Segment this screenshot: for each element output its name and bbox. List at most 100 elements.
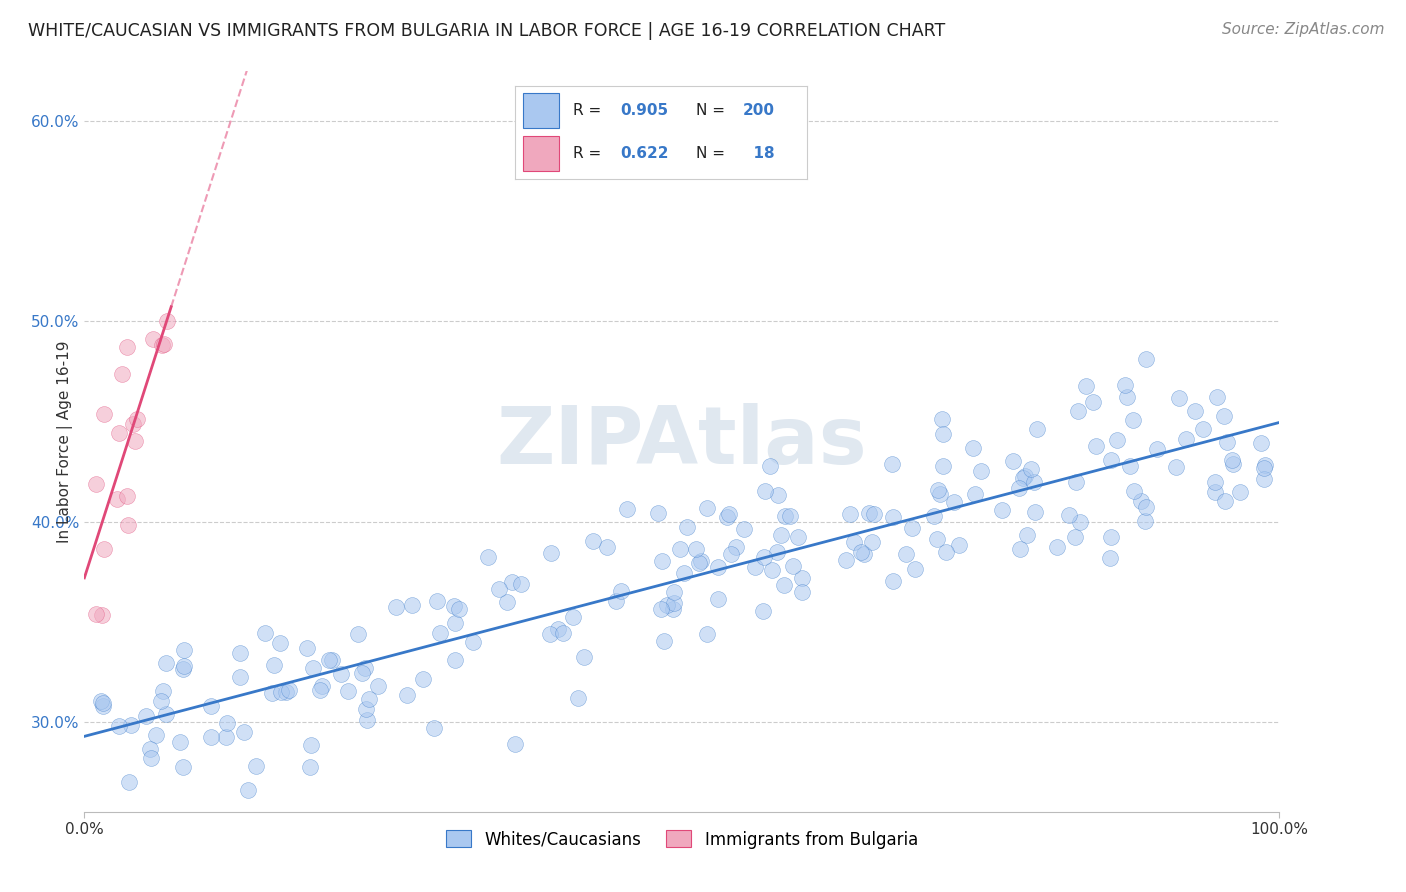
Point bbox=[1067, 404, 1090, 418]
Point bbox=[1250, 435, 1272, 450]
Point bbox=[551, 626, 574, 640]
Point bbox=[127, 412, 149, 426]
Point bbox=[538, 626, 561, 640]
Point bbox=[93, 541, 115, 556]
Point bbox=[444, 653, 467, 667]
Point bbox=[894, 547, 917, 561]
Point bbox=[718, 507, 741, 521]
Point bbox=[574, 649, 596, 664]
Point bbox=[1118, 459, 1140, 474]
Point bbox=[651, 554, 673, 568]
Point bbox=[654, 634, 676, 648]
Point bbox=[839, 507, 862, 521]
Point bbox=[790, 585, 813, 599]
Point bbox=[1222, 457, 1244, 471]
Point bbox=[135, 709, 157, 723]
Point bbox=[1254, 458, 1277, 472]
Point bbox=[124, 434, 146, 449]
Point bbox=[299, 738, 322, 752]
Point bbox=[1146, 442, 1168, 456]
Point bbox=[650, 602, 672, 616]
Point bbox=[716, 510, 738, 524]
Point bbox=[115, 340, 138, 354]
Point bbox=[662, 602, 685, 616]
Point bbox=[142, 332, 165, 346]
Point bbox=[605, 594, 627, 608]
Point bbox=[172, 760, 194, 774]
Point bbox=[107, 426, 129, 441]
Point bbox=[1212, 409, 1234, 424]
Point bbox=[117, 775, 139, 789]
Point bbox=[105, 491, 128, 506]
Point bbox=[668, 541, 690, 556]
Point bbox=[155, 707, 177, 722]
Point bbox=[155, 656, 177, 670]
Point bbox=[139, 742, 162, 756]
Point bbox=[962, 442, 984, 456]
Point bbox=[367, 679, 389, 693]
Point bbox=[488, 582, 510, 596]
Text: ZIPAtlas: ZIPAtlas bbox=[496, 402, 868, 481]
Point bbox=[115, 489, 138, 503]
Point bbox=[787, 530, 810, 544]
Point bbox=[1164, 460, 1187, 475]
Point bbox=[765, 545, 787, 559]
Point bbox=[790, 570, 813, 584]
Point bbox=[882, 574, 904, 589]
Point bbox=[356, 713, 378, 727]
Point bbox=[882, 509, 904, 524]
Point bbox=[662, 585, 685, 599]
Point bbox=[752, 549, 775, 564]
Point bbox=[744, 559, 766, 574]
Point bbox=[1074, 378, 1097, 392]
Point bbox=[1064, 530, 1087, 544]
Point bbox=[963, 486, 986, 500]
Point bbox=[860, 534, 883, 549]
Point bbox=[853, 547, 876, 561]
Point bbox=[1213, 494, 1236, 508]
Point bbox=[215, 730, 238, 744]
Point bbox=[91, 698, 114, 713]
Point bbox=[1085, 439, 1108, 453]
Point bbox=[1206, 390, 1229, 404]
Y-axis label: In Labor Force | Age 16-19: In Labor Force | Age 16-19 bbox=[58, 340, 73, 543]
Point bbox=[91, 607, 114, 622]
Point bbox=[931, 412, 953, 426]
Point bbox=[1081, 395, 1104, 409]
Point bbox=[121, 417, 143, 432]
Point bbox=[245, 759, 267, 773]
Point bbox=[1099, 550, 1122, 565]
Point bbox=[444, 616, 467, 631]
Point bbox=[150, 694, 173, 708]
Point bbox=[1105, 434, 1128, 448]
Point bbox=[425, 594, 447, 608]
Point bbox=[932, 458, 955, 473]
Point bbox=[1135, 352, 1157, 367]
Point bbox=[311, 679, 333, 693]
Point bbox=[269, 636, 291, 650]
Point bbox=[169, 735, 191, 749]
Point bbox=[236, 783, 259, 797]
Point bbox=[395, 688, 418, 702]
Point bbox=[1026, 422, 1049, 436]
Point bbox=[616, 501, 638, 516]
Point bbox=[672, 566, 695, 580]
Point bbox=[842, 534, 865, 549]
Point bbox=[547, 622, 569, 636]
Point bbox=[509, 576, 531, 591]
Point bbox=[1229, 485, 1251, 500]
Point bbox=[925, 533, 948, 547]
Point bbox=[329, 667, 352, 681]
Point bbox=[707, 559, 730, 574]
Point bbox=[359, 691, 381, 706]
Point bbox=[561, 610, 583, 624]
Point bbox=[696, 501, 718, 516]
Point bbox=[90, 694, 112, 708]
Point bbox=[851, 545, 873, 559]
Point bbox=[610, 583, 633, 598]
Point bbox=[84, 607, 107, 621]
Point bbox=[768, 488, 790, 502]
Point bbox=[1216, 434, 1239, 449]
Point bbox=[1015, 528, 1038, 542]
Point bbox=[662, 596, 685, 610]
